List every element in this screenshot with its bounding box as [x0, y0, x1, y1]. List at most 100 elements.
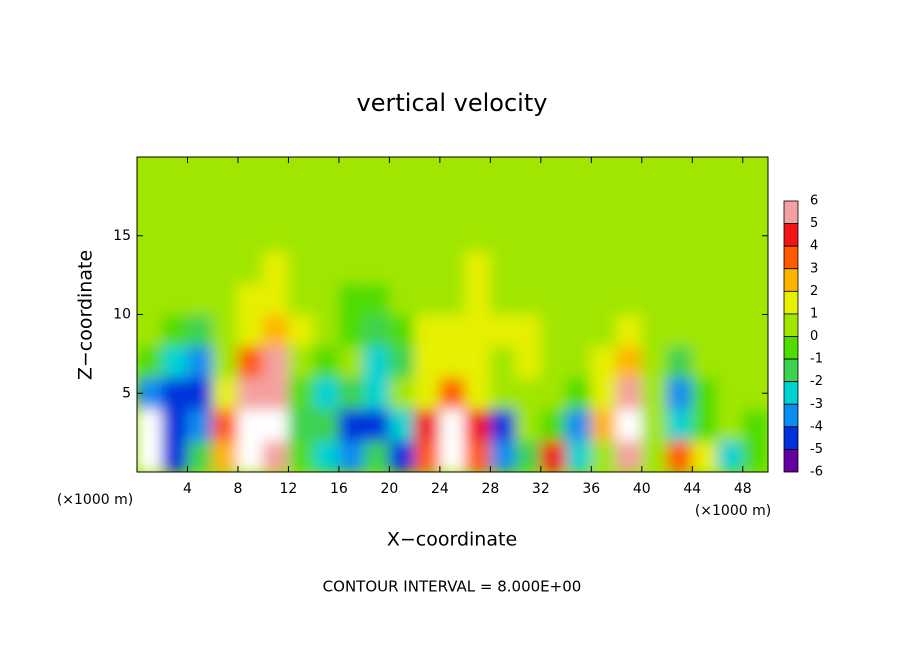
heat-cell — [489, 282, 517, 315]
heat-cell — [590, 251, 618, 284]
heat-cell — [742, 157, 768, 189]
heat-cell — [641, 408, 668, 441]
y-tick-label: 10 — [113, 307, 131, 323]
colorbar-box — [783, 223, 799, 247]
heat-cell — [313, 219, 340, 252]
heat-cell — [464, 188, 491, 221]
heat-cell — [161, 408, 188, 441]
heat-cell — [540, 251, 567, 284]
heat-cell — [489, 377, 517, 410]
x-tick-label: 48 — [734, 481, 752, 497]
heat-cell — [186, 377, 214, 410]
heat-cell — [515, 440, 542, 472]
heat-cell — [565, 251, 592, 284]
heat-cell — [161, 188, 188, 221]
x-tick-label: 32 — [532, 481, 550, 497]
heat-cell — [489, 251, 517, 284]
heat-cell — [439, 314, 466, 347]
heat-cell — [540, 219, 567, 252]
heat-cell — [616, 345, 643, 378]
heat-cell — [691, 408, 719, 441]
heat-cell — [414, 219, 441, 252]
heat-cell — [212, 251, 239, 284]
heat-cell — [641, 251, 668, 284]
heat-cell — [439, 408, 466, 441]
heat-cell — [388, 282, 416, 315]
heat-cell — [212, 157, 239, 189]
heat-cell — [414, 345, 441, 378]
heat-cell — [388, 219, 416, 252]
heat-cell — [313, 282, 340, 315]
heat-cell — [363, 188, 390, 221]
heat-cell — [464, 282, 491, 315]
heat-cell — [363, 440, 390, 472]
heat-cell — [388, 377, 416, 410]
colorbar-label: 5 — [810, 216, 818, 231]
heat-cell — [565, 440, 592, 472]
heat-cell — [363, 345, 390, 378]
footer: CONTOUR INTERVAL = 8.000E+00 — [323, 578, 582, 596]
heat-cell — [137, 188, 163, 221]
heat-cell — [565, 188, 592, 221]
heat-cell — [161, 345, 188, 378]
heat-cell — [439, 219, 466, 252]
heat-cell — [515, 408, 542, 441]
heat-cell — [161, 314, 188, 347]
heat-cell — [237, 251, 264, 284]
heat-cell — [414, 282, 441, 315]
heat-cell — [666, 219, 693, 252]
heat-cell — [616, 408, 643, 441]
x-tick-label: 20 — [380, 481, 398, 497]
heat-cell — [388, 345, 416, 378]
heat-cell — [565, 314, 592, 347]
heat-cell — [565, 282, 592, 315]
heat-cell — [464, 314, 491, 347]
heat-cell — [515, 219, 542, 252]
heat-cell — [666, 345, 693, 378]
x-unit-label: (×1000 m) — [695, 503, 771, 519]
heat-cell — [691, 282, 719, 315]
heat-cell — [237, 377, 264, 410]
heat-cell — [691, 377, 719, 410]
heat-cell — [338, 188, 365, 221]
heat-cell — [137, 157, 163, 189]
heat-cell — [717, 440, 744, 472]
heat-cell — [186, 157, 214, 189]
heat-cell — [742, 440, 768, 472]
heat-cell — [641, 188, 668, 221]
heat-cell — [237, 440, 264, 472]
heat-cell — [262, 188, 289, 221]
chart-title: vertical velocity — [357, 89, 548, 117]
heat-cell — [262, 251, 289, 284]
heat-cell — [439, 188, 466, 221]
colorbar-box — [783, 200, 799, 224]
heat-cell — [641, 282, 668, 315]
heat-cell — [338, 282, 365, 315]
heat-cell — [641, 157, 668, 189]
heat-cell — [641, 219, 668, 252]
heat-cell — [338, 219, 365, 252]
heat-cell — [742, 282, 768, 315]
heat-cell — [742, 251, 768, 284]
heat-cell — [287, 157, 315, 189]
heat-cell — [489, 408, 517, 441]
heat-cell — [515, 188, 542, 221]
colorbar-box — [783, 313, 799, 337]
heat-cell — [212, 219, 239, 252]
heat-cell — [338, 408, 365, 441]
heat-cell — [186, 345, 214, 378]
heat-cell — [489, 157, 517, 189]
y-tick-label: 5 — [122, 385, 131, 401]
heat-cell — [363, 157, 390, 189]
heat-cell — [717, 251, 744, 284]
heat-cell — [439, 251, 466, 284]
heat-cell — [388, 408, 416, 441]
heat-cell — [565, 345, 592, 378]
heat-cell — [616, 188, 643, 221]
heat-cell — [313, 188, 340, 221]
heat-cell — [363, 377, 390, 410]
heat-cell — [161, 219, 188, 252]
heat-cell — [590, 314, 618, 347]
heat-cell — [287, 408, 315, 441]
heat-cell — [717, 219, 744, 252]
